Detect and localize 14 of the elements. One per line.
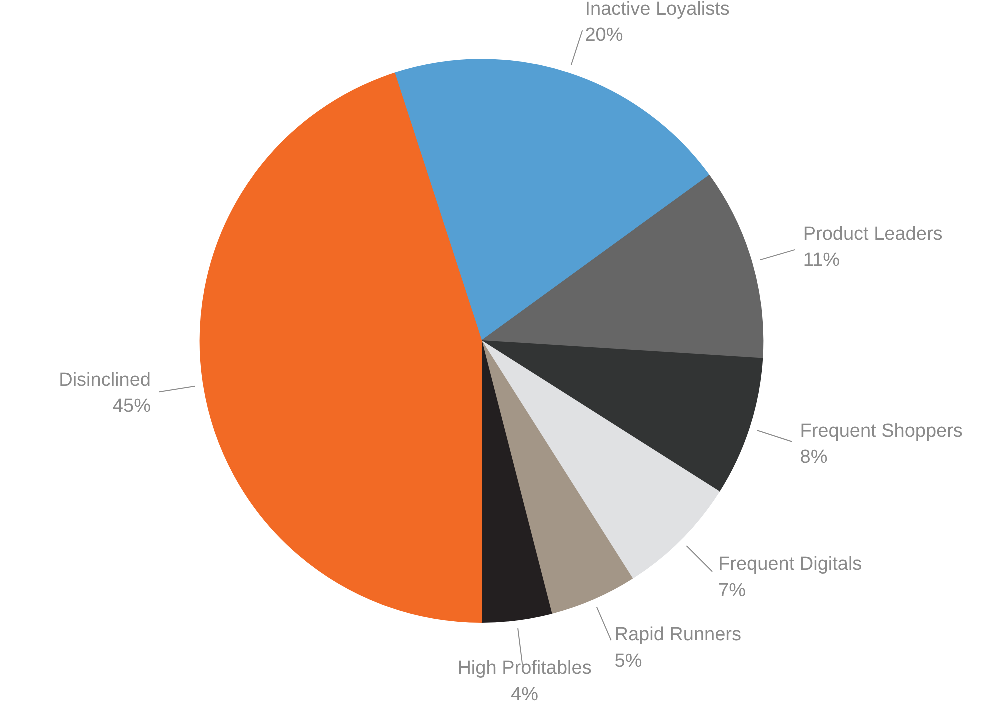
- data-label: 4%: [511, 684, 539, 706]
- slice-label: Product Leaders: [803, 224, 943, 245]
- slice-label: Frequent Digitals: [718, 554, 862, 576]
- slice-label: High Profitables: [458, 658, 592, 680]
- data-label: 11%: [803, 250, 840, 272]
- data-label: 5%: [614, 650, 642, 672]
- slice-label: Inactive Loyalists: [585, 0, 730, 20]
- data-label: 45%: [112, 396, 152, 418]
- slice-label: Rapid Runners: [614, 624, 742, 646]
- data-label: 20%: [585, 25, 624, 46]
- slice-label: Frequent Shoppers: [800, 420, 963, 442]
- data-label: 7%: [718, 580, 746, 602]
- slice-label: Disinclined: [59, 370, 151, 391]
- data-label: 8%: [800, 447, 828, 468]
